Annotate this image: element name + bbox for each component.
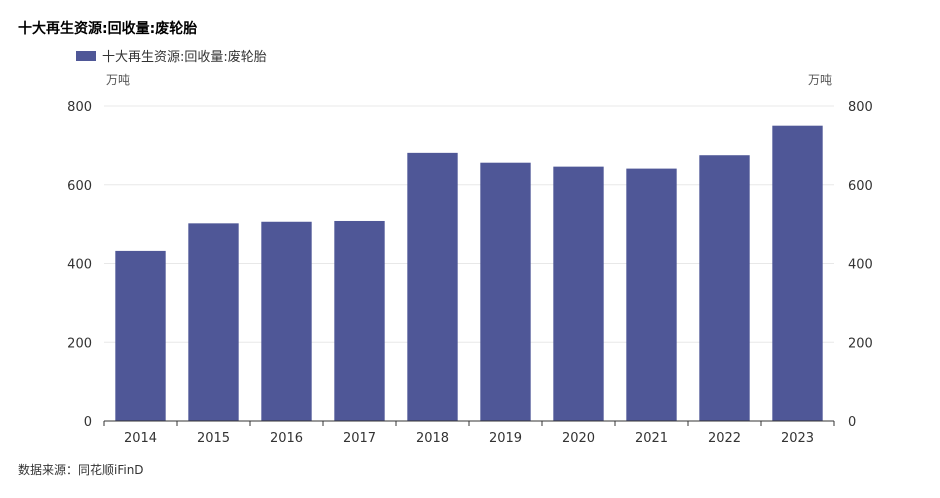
x-tick-label: 2014 [124, 431, 157, 446]
bar [115, 250, 166, 421]
y-tick-label-right: 200 [848, 336, 873, 351]
y-tick-label-left: 600 [67, 179, 92, 194]
y-tick-label-right: 400 [848, 258, 873, 273]
right-axis-unit: 万吨 [808, 73, 833, 87]
bar [407, 152, 458, 421]
x-tick-label: 2017 [343, 431, 376, 446]
y-tick-label-left: 0 [84, 415, 92, 430]
legend[interactable]: 十大再生资源:回收量:废轮胎 [76, 46, 267, 65]
x-tick-label: 2022 [708, 431, 741, 446]
bar [699, 155, 750, 421]
chart-title: 十大再生资源:回收量:废轮胎 [18, 21, 198, 37]
y-tick-label-left: 400 [67, 258, 92, 273]
x-tick-label: 2019 [489, 431, 522, 446]
bar [334, 220, 385, 421]
y-tick-label-right: 600 [848, 179, 873, 194]
bar [626, 168, 677, 421]
bar [553, 166, 604, 421]
y-tick-label-left: 800 [67, 100, 92, 115]
x-tick-label: 2018 [416, 431, 449, 446]
x-tick-label: 2021 [635, 431, 668, 446]
y-tick-label-left: 200 [67, 336, 92, 351]
bar [188, 223, 239, 421]
bar [261, 221, 312, 421]
left-axis-unit: 万吨 [106, 73, 131, 87]
data-source: 数据来源：同花顺iFinD [18, 463, 144, 477]
y-tick-label-right: 0 [848, 415, 856, 430]
x-tick-label: 2015 [197, 431, 230, 446]
x-tick-label: 2023 [781, 431, 814, 446]
legend-swatch [76, 50, 96, 61]
y-tick-label-right: 800 [848, 100, 873, 115]
bar [772, 125, 823, 421]
bar [480, 162, 531, 421]
x-tick-label: 2020 [562, 431, 595, 446]
x-tick-label: 2016 [270, 431, 303, 446]
legend-label: 十大再生资源:回收量:废轮胎 [102, 50, 267, 65]
